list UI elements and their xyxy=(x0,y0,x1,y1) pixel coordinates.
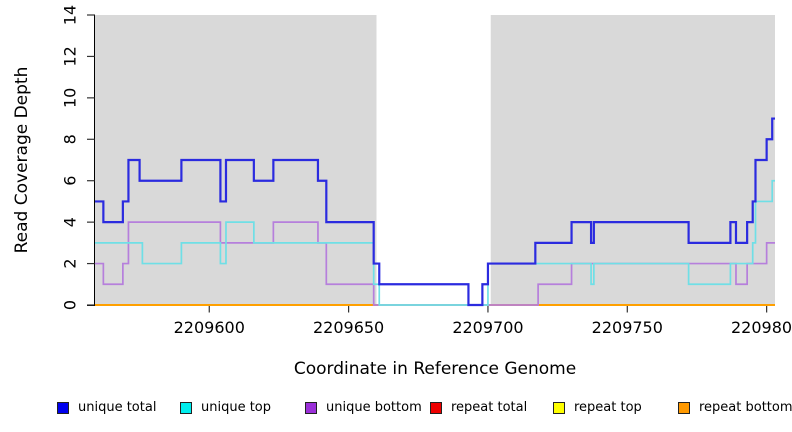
legend-label: repeat total xyxy=(451,400,528,415)
legend-label: unique top xyxy=(201,400,272,415)
y-tick-label: 14 xyxy=(61,5,80,25)
y-tick-label: 2 xyxy=(61,258,80,268)
series-lines xyxy=(95,117,775,307)
tick-labels: 0 2 4 6 8 10 12 14 2209600 2209650 2209700 2209750 2… xyxy=(61,5,792,337)
y-tick-label: 0 xyxy=(61,300,80,310)
x-tick-label: 2209700 xyxy=(452,318,523,337)
shaded-region xyxy=(490,15,775,305)
y-tick-label: 12 xyxy=(61,46,80,66)
y-tick-label: 6 xyxy=(61,176,80,186)
legend-item-unique-bottom: unique bottom xyxy=(305,401,422,415)
x-tick-label: 2209650 xyxy=(313,318,384,337)
x-tick-label: 2209600 xyxy=(174,318,245,337)
series-line-unique-bottom xyxy=(95,221,775,306)
x-axis-title: Coordinate in Reference Genome xyxy=(294,359,576,379)
legend-swatch-icon xyxy=(553,402,565,414)
legend-swatch-icon xyxy=(57,402,69,414)
legend-item-unique-top: unique top xyxy=(180,401,271,415)
x-tick-label: 2209800 xyxy=(731,318,792,337)
y-tick-label: 4 xyxy=(61,217,80,227)
legend-label: unique bottom xyxy=(326,400,422,415)
legend-item-repeat-top: repeat top xyxy=(553,401,642,415)
y-tick-label: 8 xyxy=(61,134,80,144)
legend-swatch-icon xyxy=(305,402,317,414)
series-line-unique-total xyxy=(95,117,775,307)
legend-label: repeat bottom xyxy=(699,400,792,415)
y-tick-label: 10 xyxy=(61,88,80,108)
legend-label: repeat top xyxy=(574,400,642,415)
y-axis-title: Read Coverage Depth xyxy=(12,67,32,254)
legend-item-unique-total: unique total xyxy=(57,401,156,415)
x-tick-label: 2209750 xyxy=(592,318,663,337)
legend-swatch-icon xyxy=(678,402,690,414)
legend-label: unique total xyxy=(78,400,157,415)
legend-item-repeat-bottom: repeat bottom xyxy=(678,401,792,415)
legend-swatch-icon xyxy=(430,402,442,414)
legend-swatch-icon xyxy=(180,402,192,414)
legend-item-repeat-total: repeat total xyxy=(430,401,527,415)
